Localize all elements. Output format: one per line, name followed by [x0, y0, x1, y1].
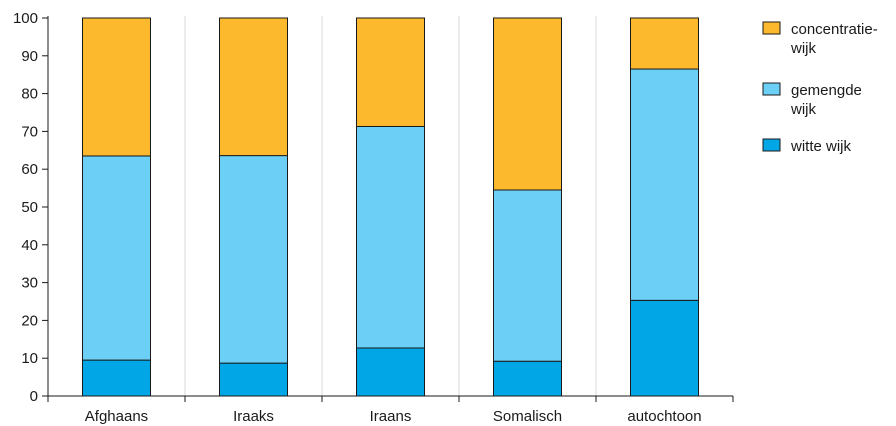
- x-tick-label: Iraans: [370, 408, 412, 425]
- grid-layer: [184, 16, 597, 396]
- axis-layer: Afghaans Iraaks Iraans Somalisch autochtoon 0…: [13, 10, 734, 425]
- legend-label: concentratie-: [791, 21, 878, 38]
- legend: concentratie-wijk gemengde wijk witte wijk: [762, 21, 878, 155]
- y-tick-label: 80: [21, 86, 38, 103]
- bar-segment-somalisch-1: [493, 189, 562, 362]
- legend-swatch: [762, 21, 781, 35]
- legend-label: witte wijk: [790, 138, 852, 155]
- bar-segment-iraaks-1: [219, 155, 288, 364]
- bar-segment-iraans-0: [356, 347, 425, 397]
- bar-segment-autochtoon-0: [630, 299, 699, 397]
- bars-layer: [82, 17, 699, 397]
- y-tick-label: 50: [21, 199, 38, 216]
- bar-segment-somalisch-2: [493, 17, 562, 191]
- legend-label: wijk: [790, 101, 816, 118]
- bar-segment-iraans-2: [356, 17, 425, 127]
- x-tick-label: Afghaans: [85, 408, 148, 425]
- y-tick-label: 20: [21, 312, 38, 329]
- y-tick-label: 90: [21, 48, 38, 65]
- bar-segment-afghaans-1: [82, 155, 151, 361]
- x-tick-label: Iraaks: [233, 408, 274, 425]
- bar-segment-afghaans-0: [82, 359, 151, 397]
- y-tick-label: 60: [21, 161, 38, 178]
- bar-segment-iraaks-0: [219, 362, 288, 397]
- bar-segment-afghaans-2: [82, 17, 151, 157]
- legend-label: gemengde: [791, 82, 862, 99]
- x-tick-label: Somalisch: [493, 408, 562, 425]
- legend-swatch: [762, 138, 781, 152]
- legend-label: wijk: [790, 40, 816, 57]
- bar-segment-autochtoon-2: [630, 17, 699, 70]
- x-tick-label: autochtoon: [627, 408, 701, 425]
- bar-segment-iraans-1: [356, 125, 425, 349]
- bar-segment-somalisch-0: [493, 360, 562, 397]
- bar-segment-iraaks-2: [219, 17, 288, 157]
- y-tick-label: 100: [13, 10, 38, 27]
- y-tick-label: 0: [30, 388, 38, 405]
- y-tick-label: 10: [21, 350, 38, 367]
- y-tick-label: 30: [21, 275, 38, 292]
- y-tick-label: 40: [21, 237, 38, 254]
- bar-segment-autochtoon-1: [630, 68, 699, 301]
- y-tick-label: 70: [21, 123, 38, 140]
- legend-swatch: [762, 82, 781, 96]
